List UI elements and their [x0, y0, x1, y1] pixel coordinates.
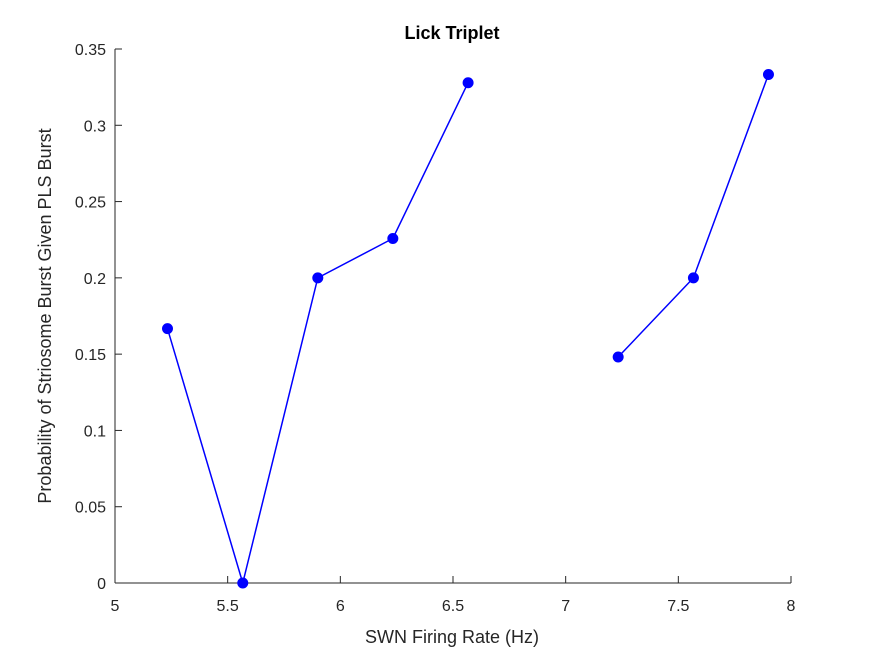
data-point: [162, 323, 174, 335]
y-tick-label: 0.1: [84, 423, 106, 440]
x-tick-label: 7: [561, 598, 570, 615]
y-tick-label: 0.05: [75, 500, 106, 517]
x-tick-label: 8: [787, 598, 796, 615]
data-point: [612, 351, 624, 363]
y-tick-label: 0.25: [75, 195, 106, 212]
y-tick-label: 0.35: [75, 42, 106, 59]
data-point: [762, 68, 774, 80]
y-tick-label: 0: [97, 576, 106, 593]
chart-title: Lick Triplet: [404, 23, 499, 43]
data-point: [387, 232, 399, 244]
y-tick-label: 0.2: [84, 271, 106, 288]
x-tick-label: 5.5: [217, 598, 239, 615]
data-point: [687, 272, 699, 284]
series-line: [617, 74, 770, 358]
x-tick-label: 5: [111, 598, 120, 615]
y-tick-label: 0.3: [84, 118, 106, 135]
x-tick-label: 7.5: [667, 598, 689, 615]
series-layer: [162, 68, 774, 589]
data-point: [462, 77, 474, 89]
x-tick-label: 6: [336, 598, 345, 615]
data-point: [312, 272, 324, 284]
axes: 5 5.5 6 6.5 7 7.5 8 0 0.05 0.1 0.15 0.2 0.25 0.3 0.35: [75, 42, 796, 615]
y-axis-label: Probability of Striosome Burst Given PLS…: [35, 128, 55, 503]
series-line: [166, 82, 469, 586]
x-axis-label: SWN Firing Rate (Hz): [365, 627, 539, 647]
data-point: [237, 577, 249, 589]
y-tick-label: 0.15: [75, 347, 106, 364]
x-tick-label: 6.5: [442, 598, 464, 615]
